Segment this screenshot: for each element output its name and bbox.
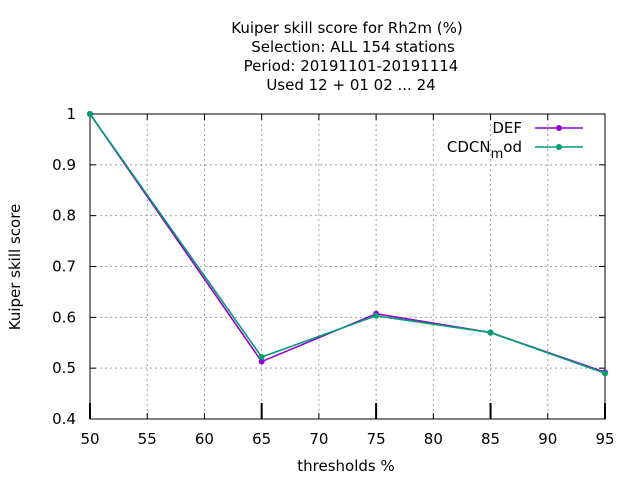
x-tick-label: 70 (309, 430, 328, 448)
data-point-1 (373, 312, 380, 319)
y-tick-label: 0.8 (52, 207, 76, 225)
data-series (87, 111, 608, 377)
legend-label-cdcn: CDCNmod (447, 138, 522, 162)
legend-label-cdcn-main: CDCN (447, 138, 491, 156)
axis-ticks (89, 113, 606, 420)
y-tick-label: 0.4 (52, 410, 76, 428)
chart-title: Kuiper skill score for Rh2m (%) Selectio… (231, 19, 463, 94)
x-tick-label: 65 (252, 430, 271, 448)
x-tick-label: 50 (80, 430, 99, 448)
data-point-1 (602, 370, 608, 377)
tick-labels: 50 55 60 65 70 75 80 85 90 95 0.4 0.5 0.6 0.7 0.8 0.9 1 (52, 105, 614, 448)
y-tick-label: 0.9 (52, 156, 76, 174)
x-tick-label: 95 (595, 430, 614, 448)
plot-frame (89, 113, 606, 420)
data-point-0 (258, 358, 265, 365)
title-line-1: Kuiper skill score for Rh2m (%) (231, 19, 463, 37)
x-tick-label: 85 (481, 430, 500, 448)
series-line-0 (89, 113, 606, 373)
x-tick-label: 90 (538, 430, 557, 448)
title-line-2: Selection: ALL 154 stations (251, 38, 455, 56)
grid-lines (90, 114, 605, 419)
x-tick-label: 75 (367, 430, 386, 448)
data-point-1 (487, 329, 494, 336)
legend-label-def: DEF (492, 119, 522, 137)
legend-label-cdcn-suffix: od (503, 138, 522, 156)
x-tick-label: 60 (195, 430, 214, 448)
y-tick-label: 1 (66, 105, 76, 123)
data-point-1 (87, 111, 93, 117)
y-tick-label: 0.5 (52, 359, 76, 377)
legend-marker-cdcn (556, 144, 562, 150)
title-line-4: Used 12 + 01 02 ... 24 (266, 76, 435, 94)
x-tick-label: 80 (424, 430, 443, 448)
legend: DEF CDCNmod (447, 119, 583, 162)
title-line-3: Period: 20191101-20191114 (244, 57, 459, 75)
series-line-1 (89, 113, 606, 375)
x-tick-label: 55 (138, 430, 157, 448)
legend-label-cdcn-sub: m (491, 147, 504, 162)
data-point-1 (258, 353, 265, 360)
y-tick-label: 0.7 (52, 258, 76, 276)
x-axis-label: thresholds % (297, 457, 394, 475)
legend-marker-def (556, 125, 562, 131)
y-tick-label: 0.6 (52, 308, 76, 326)
y-axis-label: Kuiper skill score (6, 204, 24, 331)
